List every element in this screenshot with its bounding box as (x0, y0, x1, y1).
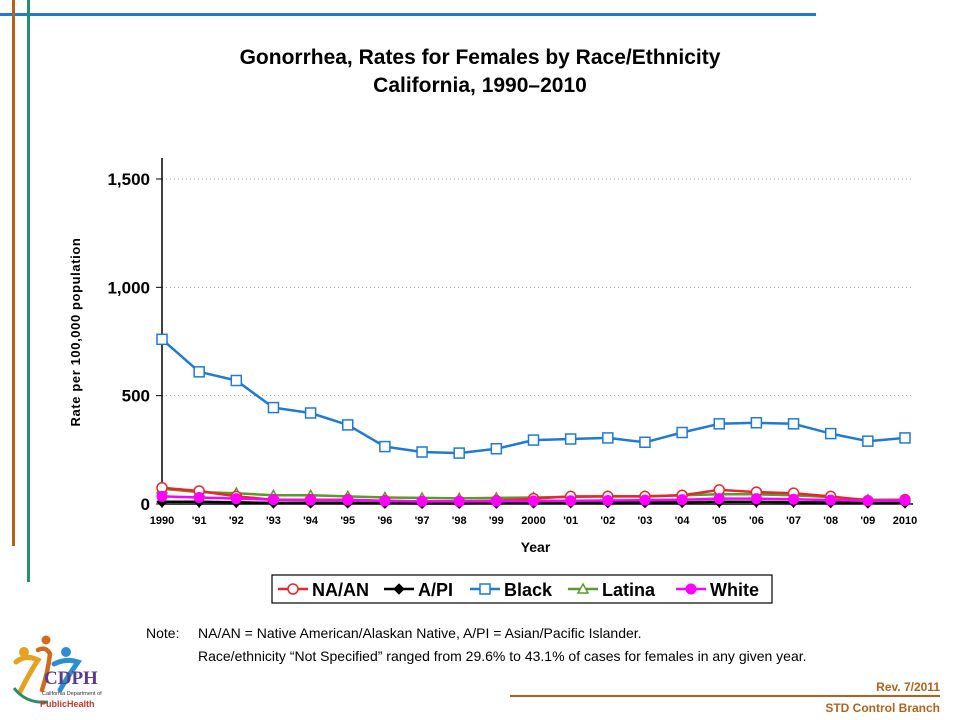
legend-label: NA/AN (312, 580, 369, 600)
legend-label: Black (504, 580, 553, 600)
y-tick-label: 1,000 (107, 278, 150, 297)
data-point (156, 490, 168, 502)
data-point (899, 495, 911, 507)
revision-date: Rev. 7/2011 (876, 680, 940, 694)
branch-name: STD Control Branch (825, 701, 940, 715)
x-tick-label: '05 (712, 515, 727, 527)
data-point (713, 493, 725, 505)
chart-subtitle: California, 1990–2010 (373, 74, 587, 97)
logo-line-1: California Department of (42, 691, 102, 697)
data-point (304, 407, 317, 419)
data-point (342, 494, 354, 506)
data-point (379, 440, 391, 453)
x-tick-label: '97 (415, 515, 430, 527)
x-tick-label: 2010 (893, 515, 917, 527)
x-tick-label: '95 (340, 515, 355, 527)
note-line-1: NA/AN = Native American/Alaskan Native, … (198, 625, 642, 641)
legend-marker (287, 583, 299, 595)
footer-divider (510, 695, 940, 697)
x-tick-label: '99 (489, 515, 504, 527)
x-tick-label: '07 (786, 515, 801, 527)
data-point (824, 427, 837, 440)
data-point (639, 436, 651, 448)
data-point (305, 494, 317, 506)
x-tick-label: '91 (192, 515, 207, 527)
data-point (750, 493, 762, 505)
data-point (750, 417, 763, 429)
legend-marker (576, 582, 590, 594)
legend-label: A/PI (418, 580, 453, 600)
data-point (267, 401, 280, 414)
top-divider (0, 13, 816, 16)
x-tick-label: '06 (749, 515, 764, 527)
data-point (713, 418, 725, 430)
data-point (230, 493, 242, 505)
x-tick-label: '93 (266, 515, 281, 527)
y-tick-label: 500 (122, 387, 150, 406)
data-point (490, 495, 502, 507)
data-point (267, 494, 279, 506)
data-point (453, 447, 465, 459)
data-point (156, 333, 168, 346)
x-tick-label: '92 (229, 515, 244, 527)
x-tick-label: 1990 (150, 515, 174, 527)
x-axis-title: Year (521, 539, 551, 555)
x-tick-label: '01 (563, 515, 578, 527)
x-tick-label: '04 (675, 515, 691, 527)
data-point (453, 495, 465, 507)
data-point (825, 494, 837, 506)
y-axis-title: Rate per 100,000 population (68, 238, 83, 427)
data-point (676, 426, 688, 439)
data-point (193, 366, 205, 378)
legend-marker (685, 583, 697, 595)
data-point (862, 435, 874, 447)
note-label: Note: (146, 625, 180, 641)
x-tick-label: '96 (377, 515, 392, 527)
legend-label: Latina (602, 580, 656, 600)
data-point (416, 495, 428, 507)
data-point (787, 418, 800, 430)
data-point (564, 433, 577, 445)
data-point (416, 446, 428, 458)
x-tick-label: '09 (860, 515, 875, 527)
data-point (342, 419, 354, 431)
note-line-2: Race/ethnicity “Not Specified” ranged fr… (198, 648, 807, 664)
y-tick-label: 0 (141, 495, 150, 514)
logo-line-2: PublicHealth (40, 699, 95, 709)
legend-marker (479, 583, 491, 595)
data-point (639, 494, 651, 506)
data-point (527, 434, 540, 446)
data-point (379, 495, 391, 507)
data-point (230, 374, 243, 387)
data-point (602, 432, 614, 444)
data-point (899, 432, 911, 444)
legend-marker (393, 583, 405, 595)
left-green-rule (27, 0, 30, 582)
left-orange-rule (12, 0, 15, 546)
data-point (565, 495, 577, 507)
chart-title-block: Gonorrhea, Rates for Females by Race/Eth… (0, 44, 960, 100)
data-point (602, 495, 614, 507)
legend-label: White (710, 580, 759, 600)
data-point (490, 443, 503, 455)
data-point (676, 494, 688, 506)
x-tick-label: '98 (452, 515, 467, 527)
chart-title: Gonorrhea, Rates for Females by Race/Eth… (239, 46, 721, 69)
cdph-logo: CDPH California Department of PublicHeal… (8, 632, 112, 714)
x-tick-label: '03 (638, 515, 653, 527)
line-chart: 0 500 1,000 1,500 1990 '91 '92 '93 '94 '95 '96 '97 '… (68, 158, 917, 604)
logo-name: CDPH (44, 668, 98, 689)
x-tick-label: '02 (600, 515, 615, 527)
x-tick-label: '08 (823, 515, 838, 527)
x-tick-label: '94 (303, 515, 319, 527)
x-tick-label: 2000 (521, 515, 545, 527)
data-point (528, 495, 539, 507)
data-point (193, 492, 205, 503)
y-tick-label: 1,500 (107, 170, 150, 189)
data-point (788, 493, 800, 505)
data-point (862, 495, 874, 507)
